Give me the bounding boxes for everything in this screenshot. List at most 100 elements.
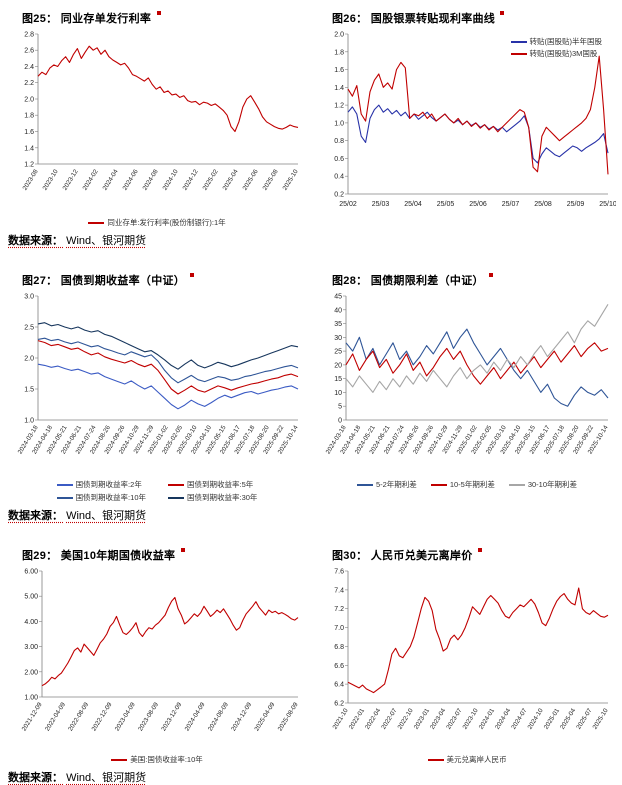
svg-text:25/07: 25/07	[502, 201, 520, 208]
svg-text:25/02: 25/02	[339, 201, 357, 208]
chart-30: 6.2 6.4 6.6 6.8 7.0 7.2 7.4 7.6 2021-10 2022-01 20…	[318, 565, 616, 765]
svg-text:2.0: 2.0	[334, 32, 344, 39]
chart-27-legend: 国债到期收益率:2年 国债到期收益率:5年 国债到期收益率:10年 国债到期收益率:3…	[8, 479, 306, 503]
svg-text:2025-08: 2025-08	[262, 168, 280, 192]
legend-item: 美元兑离岸人民币	[427, 754, 507, 765]
svg-text:2025-04: 2025-04	[222, 168, 240, 192]
svg-text:1.6: 1.6	[24, 129, 34, 136]
svg-text:2024-08: 2024-08	[142, 168, 160, 192]
svg-text:20: 20	[334, 362, 342, 369]
svg-text:1.8: 1.8	[334, 49, 344, 56]
svg-text:2022-08-09: 2022-08-09	[67, 701, 90, 732]
svg-text:7.2: 7.2	[334, 606, 344, 613]
legend-swatch-icon	[88, 222, 105, 225]
svg-text:7.6: 7.6	[334, 569, 344, 576]
svg-text:3.0: 3.0	[24, 294, 34, 301]
chart-25-legend: 同业存单:发行利率(股份制银行):1年	[8, 217, 306, 228]
footnote-marker-icon	[500, 11, 505, 15]
footnote-marker-icon	[180, 548, 185, 552]
figure-26-title: 图26： 国股银票转贴现利率曲线	[332, 10, 616, 26]
chart-25: 1.2 1.4 1.6 1.8 2.0 2.2 2.4 2.6 2.8 2023-08 2023-1…	[8, 28, 306, 228]
figure-26-name: 国股银票转贴现利率曲线	[370, 13, 496, 25]
legend-swatch-icon	[168, 484, 184, 487]
svg-text:1.4: 1.4	[24, 145, 34, 152]
svg-text:1.2: 1.2	[334, 103, 344, 110]
figure-27-name: 国债到期收益率（中证）	[60, 275, 186, 287]
svg-text:2021-12-09: 2021-12-09	[21, 701, 44, 732]
figure-30: 图30： 人民币兑美元离岸价 6.2 6.4 6.6 6.8 7.0 7.2 7.4 7.6 2…	[318, 543, 616, 765]
legend-item: 国债到期收益率:10年	[56, 492, 146, 503]
svg-text:0: 0	[338, 418, 342, 425]
svg-text:30: 30	[334, 335, 342, 342]
svg-text:5.00: 5.00	[24, 594, 38, 601]
figure-25-name: 同业存单发行利率	[60, 13, 152, 25]
figure-29-number: 图29：	[22, 550, 58, 562]
svg-text:2.0: 2.0	[24, 356, 34, 363]
chart-26-legend: 转贴(国股贴)半年国股 转贴(国股贴)3M国股	[510, 36, 602, 59]
data-source-value: Wind、银河期货	[66, 235, 147, 247]
figure-29: 图29： 美国10年期国债收益率 1.00 2.00 3.00 4.00 5.00 6.0…	[8, 543, 306, 765]
svg-text:2022-04-09: 2022-04-09	[44, 701, 67, 732]
figure-29-title: 图29： 美国10年期国债收益率	[22, 547, 306, 563]
svg-text:2024-08-09: 2024-08-09	[207, 701, 230, 732]
chart-27: 1.0 1.5 2.0 2.5 3.0 2024-03-18 2024-04-18 2024-…	[8, 290, 306, 503]
legend-item: 国债到期收益率:2年	[56, 479, 146, 490]
figure-28: 图28： 国债期限利差（中证） 0 5 10 15 20 25 30 35 40 45 2024-0…	[318, 268, 616, 503]
svg-text:2.5: 2.5	[24, 325, 34, 332]
svg-text:25/06: 25/06	[469, 201, 487, 208]
figure-30-number: 图30：	[332, 550, 368, 562]
svg-text:0.6: 0.6	[334, 156, 344, 163]
svg-text:6.00: 6.00	[24, 569, 38, 576]
svg-text:2023-10: 2023-10	[42, 168, 60, 192]
legend-swatch-icon	[508, 484, 525, 487]
legend-swatch-icon	[56, 497, 73, 500]
svg-text:2023-04-09: 2023-04-09	[114, 701, 137, 732]
legend-item: 10-5年期利差	[430, 479, 495, 490]
svg-text:45: 45	[334, 294, 342, 301]
figure-26: 图26： 国股银票转贴现利率曲线 0.2 0.4 0.6 0.8 1.0 1.2 1.4 1.…	[318, 6, 617, 228]
legend-swatch-icon	[510, 41, 527, 44]
legend-item: 转贴(国股贴)3M国股	[510, 48, 597, 59]
svg-text:2025-06: 2025-06	[242, 168, 260, 192]
svg-text:25/04: 25/04	[404, 201, 422, 208]
legend-swatch-icon	[510, 53, 527, 56]
svg-text:2023-08-09: 2023-08-09	[137, 701, 160, 732]
svg-text:6.6: 6.6	[334, 663, 344, 670]
svg-text:35: 35	[334, 321, 342, 328]
svg-text:10: 10	[334, 390, 342, 397]
svg-text:2.2: 2.2	[24, 80, 34, 87]
chart-30-legend: 美元兑离岸人民币	[318, 754, 616, 765]
legend-swatch-icon	[111, 759, 128, 762]
legend-item: 5-2年期利差	[356, 479, 417, 490]
data-source-note-2: 数据来源： Wind、银河期货	[8, 507, 622, 523]
data-source-value: Wind、银河期货	[66, 510, 147, 522]
svg-text:2.8: 2.8	[24, 32, 34, 39]
svg-text:1.0: 1.0	[334, 120, 344, 127]
svg-text:5: 5	[338, 404, 342, 411]
footnote-marker-icon	[190, 273, 195, 277]
svg-text:2.6: 2.6	[24, 48, 34, 55]
svg-text:25/05: 25/05	[437, 201, 455, 208]
svg-text:4.00: 4.00	[24, 619, 38, 626]
legend-swatch-icon	[56, 484, 73, 487]
svg-text:6.4: 6.4	[334, 682, 344, 689]
data-source-note-1: 数据来源： Wind、银河期货	[8, 232, 622, 248]
figure-25: 图25： 同业存单发行利率 1.2 1.4 1.6 1.8 2.0 2.2 2.4 2.6 2.…	[8, 6, 306, 228]
svg-text:1.0: 1.0	[24, 418, 34, 425]
figure-28-title: 图28： 国债期限利差（中证）	[332, 272, 616, 288]
svg-text:2025-10: 2025-10	[592, 707, 610, 731]
svg-text:2.00: 2.00	[24, 669, 38, 676]
footnote-marker-icon	[477, 548, 482, 552]
chart-28-legend: 5-2年期利差 10-5年期利差 30-10年期利差	[318, 479, 616, 490]
svg-text:2024-04-09: 2024-04-09	[184, 701, 207, 732]
data-source-label: 数据来源：	[8, 235, 63, 247]
legend-item: 30-10年期利差	[508, 479, 577, 490]
svg-text:2024-02: 2024-02	[82, 168, 100, 192]
figure-28-name: 国债期限利差（中证）	[370, 275, 484, 287]
svg-text:25/03: 25/03	[372, 201, 390, 208]
data-source-label: 数据来源：	[8, 510, 63, 522]
figure-26-number: 图26：	[332, 13, 368, 25]
svg-text:0.2: 0.2	[334, 192, 344, 199]
figure-27-number: 图27：	[22, 275, 58, 287]
